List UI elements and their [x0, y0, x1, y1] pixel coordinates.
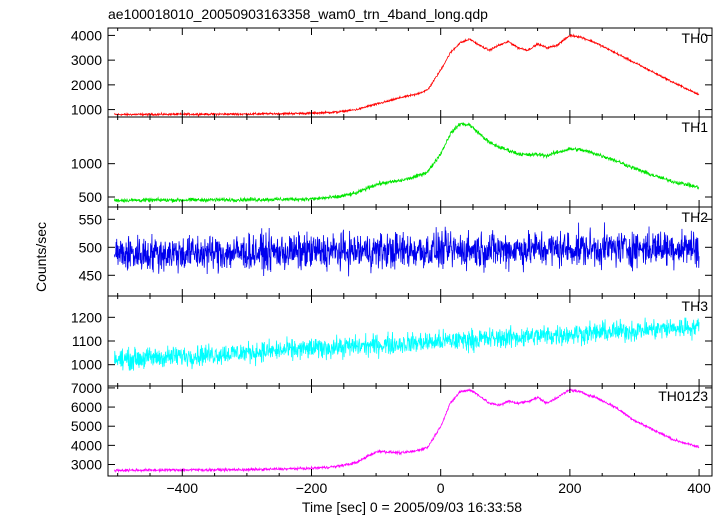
y-tick-label: 1100 [72, 333, 102, 349]
series-th0123 [114, 388, 700, 474]
x-axis-ticks: −400 −200 0 200 400 [167, 480, 711, 496]
x-tick-label: 0 [437, 480, 445, 496]
x-tick-label: −400 [167, 480, 199, 496]
y-tick-label: 1000 [71, 156, 102, 172]
panel-th1: 500 1000 TH1 [71, 116, 713, 208]
panel-label: TH2 [682, 209, 709, 225]
panel-label: TH0 [682, 30, 709, 46]
panel-th3: 1000 1100 1200 TH3 [71, 295, 713, 387]
y-tick-label: 4000 [71, 437, 102, 453]
y-tick-label: 1000 [71, 357, 102, 373]
panel-th0123: 3000 4000 5000 6000 7000 TH0123 [71, 380, 713, 477]
x-tick-label: 200 [558, 480, 582, 496]
series-th0 [114, 33, 700, 117]
y-tick-label: 1200 [71, 309, 102, 325]
panel-th2: 450 500 550 TH2 [79, 206, 713, 297]
y-tick-label: 5000 [71, 418, 102, 434]
panel-frame [107, 116, 713, 208]
x-tick-label: −200 [296, 480, 328, 496]
panel-frame [107, 385, 713, 477]
chart-title: ae100018010_20050903163358_wam0_trn_4ban… [108, 6, 488, 22]
panel-frame [107, 27, 713, 118]
panel-th0: 1000 2000 3000 4000 TH0 [71, 27, 713, 118]
y-tick-label: 4000 [71, 27, 102, 43]
y-tick-label: 3000 [71, 457, 102, 473]
panel-label: TH0123 [658, 388, 708, 404]
y-tick-label: 6000 [71, 399, 102, 415]
y-tick-label: 500 [79, 239, 103, 255]
y-tick-label: 550 [79, 211, 103, 227]
series-th2 [114, 222, 700, 277]
y-tick-label: 1000 [71, 102, 102, 118]
y-tick-label: 450 [79, 267, 103, 283]
panel-label: TH1 [682, 119, 709, 135]
x-axis-label: Time [sec] 0 = 2005/09/03 16:33:58 [302, 499, 522, 515]
x-tick-label: 400 [687, 480, 711, 496]
y-tick-label: 2000 [71, 77, 102, 93]
series-th1 [114, 121, 700, 204]
y-tick-label: 500 [79, 189, 103, 205]
y-axis-label: Counts/sec [33, 222, 49, 292]
y-tick-label: 3000 [71, 52, 102, 68]
y-tick-label: 7000 [71, 380, 102, 396]
panel-group: 1000 2000 3000 4000 TH0 500 1000 TH1 450 500 550 TH… [71, 27, 713, 477]
series-th3 [114, 317, 700, 371]
panel-label: TH3 [682, 298, 709, 314]
